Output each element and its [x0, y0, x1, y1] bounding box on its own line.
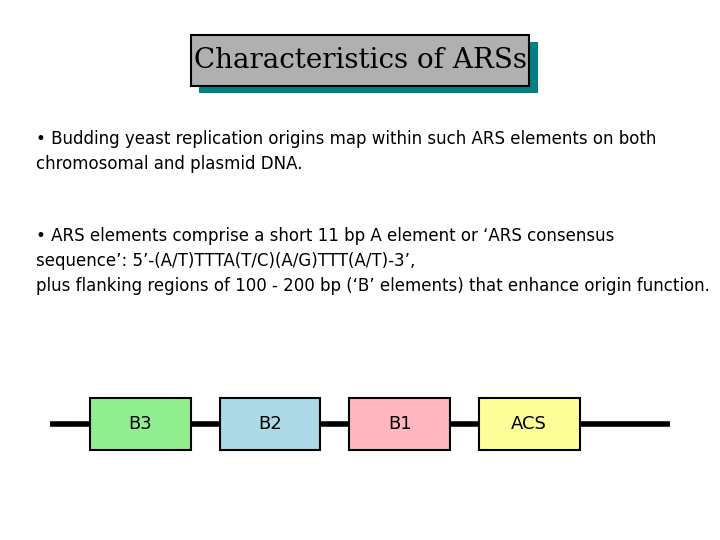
Text: ACS: ACS [511, 415, 547, 433]
FancyBboxPatch shape [199, 42, 538, 93]
Text: B1: B1 [388, 415, 411, 433]
FancyBboxPatch shape [349, 399, 450, 449]
FancyBboxPatch shape [479, 399, 580, 449]
Text: B3: B3 [129, 415, 152, 433]
FancyBboxPatch shape [90, 399, 191, 449]
Text: • Budding yeast replication origins map within such ARS elements on both
chromos: • Budding yeast replication origins map … [36, 130, 657, 173]
FancyBboxPatch shape [220, 399, 320, 449]
FancyBboxPatch shape [191, 35, 529, 86]
Text: Characteristics of ARSs: Characteristics of ARSs [194, 47, 526, 74]
Text: • ARS elements comprise a short 11 bp A element or ‘ARS consensus
sequence’: 5’-: • ARS elements comprise a short 11 bp A … [36, 227, 710, 295]
Text: B2: B2 [258, 415, 282, 433]
